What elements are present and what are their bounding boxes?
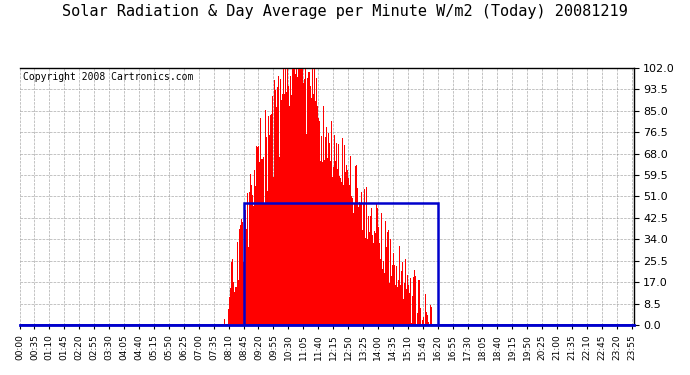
Text: Copyright 2008 Cartronics.com: Copyright 2008 Cartronics.com bbox=[23, 72, 193, 82]
Bar bbox=[244, 203, 438, 325]
Text: Solar Radiation & Day Average per Minute W/m2 (Today) 20081219: Solar Radiation & Day Average per Minute… bbox=[62, 4, 628, 19]
